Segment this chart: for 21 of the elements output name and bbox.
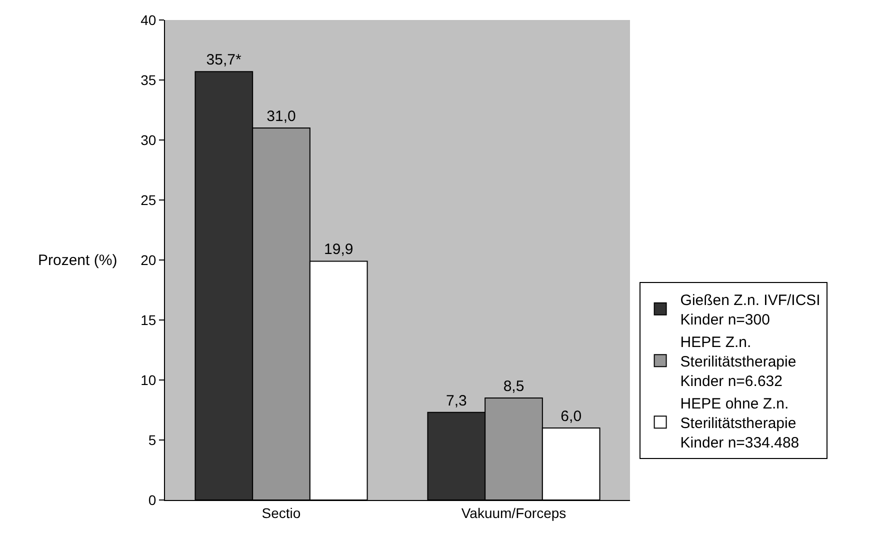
data-label: 19,9: [324, 241, 354, 258]
y-tick-label: 10: [140, 372, 156, 388]
data-label: 7,3: [446, 392, 467, 410]
legend-label: Gießen Z.n. IVF/ICSI Kinder n=300: [680, 292, 820, 328]
y-tick-label: 30: [140, 132, 156, 148]
y-axis-title: Prozent (%): [38, 252, 118, 269]
y-tick-label: 20: [140, 252, 156, 268]
legend-label: HEPE ohne Z.n. Sterilitätstherapie Kinder n=334.488: [680, 396, 800, 452]
data-label: 6,0: [560, 408, 582, 425]
y-tick-label: 5: [148, 432, 156, 448]
y-tick-label: 40: [140, 12, 156, 28]
data-label: 35,7*: [206, 52, 242, 69]
y-tick-label: 25: [140, 192, 156, 208]
legend-label: HEPE Z.n. Sterilitätstherapie Kinder n=6.632: [680, 334, 796, 390]
x-tick-label: Sectio: [262, 504, 301, 521]
data-label: 8,5: [503, 378, 524, 395]
data-label: 31,0: [266, 108, 296, 125]
y-tick-label: 35: [140, 72, 156, 88]
y-tick-label: 15: [140, 312, 156, 328]
y-tick-label: 0: [148, 492, 156, 508]
x-tick-label: Vakuum/Forceps: [461, 504, 566, 521]
